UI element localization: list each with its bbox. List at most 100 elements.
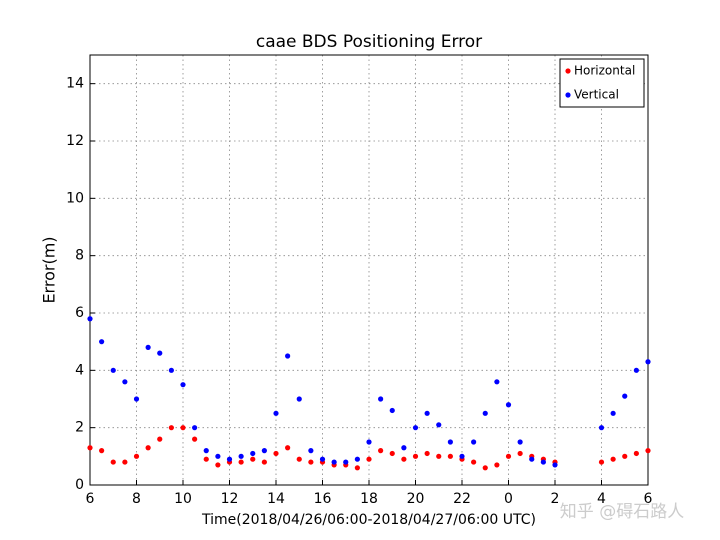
point — [331, 459, 337, 465]
point — [645, 359, 651, 365]
point — [505, 402, 512, 408]
point — [482, 465, 488, 471]
point — [285, 445, 291, 451]
x-tick-label: 20 — [407, 491, 425, 507]
x-tick-label: 16 — [314, 491, 332, 507]
legend-marker — [565, 68, 571, 74]
point — [401, 445, 407, 451]
x-tick-label: 8 — [132, 491, 141, 507]
point — [598, 459, 605, 465]
x-tick-label: 22 — [453, 491, 471, 507]
point — [168, 425, 174, 431]
x-tick-label: 2 — [551, 491, 560, 507]
point — [308, 459, 314, 465]
x-tick-label: 18 — [360, 491, 378, 507]
point — [378, 448, 384, 454]
point — [192, 436, 198, 442]
point — [319, 456, 326, 462]
y-tick-label: 4 — [75, 362, 84, 378]
point — [366, 456, 372, 462]
point — [261, 459, 267, 465]
point — [610, 410, 616, 416]
y-tick-label: 0 — [75, 477, 84, 493]
point — [110, 459, 116, 465]
point — [412, 425, 419, 431]
point — [622, 393, 628, 399]
point — [459, 453, 465, 459]
point — [215, 453, 221, 459]
point — [238, 459, 244, 465]
point — [145, 344, 151, 350]
point — [296, 396, 302, 402]
point — [622, 453, 628, 459]
x-tick-label: 12 — [221, 491, 239, 507]
point — [157, 350, 163, 356]
x-tick-label: 14 — [267, 491, 285, 507]
point — [471, 459, 477, 465]
y-tick-label: 8 — [75, 248, 84, 264]
point — [366, 439, 372, 445]
point — [529, 456, 535, 462]
point — [378, 396, 384, 402]
point — [389, 450, 395, 457]
point — [226, 456, 233, 462]
chart-title: caae BDS Positioning Error — [256, 32, 482, 52]
point — [110, 367, 116, 373]
point — [285, 353, 291, 359]
point — [203, 456, 209, 462]
point — [238, 453, 244, 459]
point — [482, 410, 488, 416]
point — [447, 439, 453, 445]
point — [447, 453, 453, 459]
point — [436, 422, 442, 428]
point — [180, 425, 186, 431]
point — [250, 456, 256, 462]
point — [424, 410, 430, 416]
x-axis-label: Time(2018/04/26/06:00-2018/04/27/06:00 U… — [201, 512, 536, 528]
watermark: 知乎 @碍石路人 — [560, 502, 684, 522]
point — [645, 448, 651, 454]
point — [517, 450, 523, 457]
point — [168, 367, 174, 373]
y-tick-label: 10 — [66, 190, 84, 206]
legend-label: Vertical — [574, 88, 619, 102]
y-axis-label: Error(m) — [40, 236, 59, 303]
point — [273, 450, 279, 457]
point — [203, 448, 209, 454]
y-tick-label: 14 — [66, 76, 84, 92]
point — [122, 459, 128, 465]
point — [424, 450, 430, 457]
point — [494, 462, 500, 468]
point — [99, 339, 105, 345]
legend-label: Horizontal — [574, 64, 635, 78]
x-tick-label: 10 — [174, 491, 192, 507]
point — [99, 448, 105, 454]
point — [87, 316, 93, 322]
y-tick-label: 2 — [75, 420, 84, 436]
y-tick-label: 6 — [75, 305, 84, 321]
point — [401, 456, 407, 462]
point — [494, 379, 500, 385]
point — [436, 453, 442, 459]
point — [633, 367, 639, 373]
point — [505, 453, 512, 459]
point — [87, 445, 93, 451]
point — [296, 456, 302, 462]
x-tick-label: 4 — [597, 491, 606, 507]
point — [517, 439, 523, 445]
point — [308, 448, 314, 454]
point — [354, 456, 360, 462]
point — [180, 382, 186, 388]
point — [540, 459, 546, 465]
x-tick-label: 6 — [644, 491, 653, 507]
x-tick-label: 0 — [504, 491, 513, 507]
point — [354, 465, 360, 471]
plot-frame — [89, 54, 649, 486]
legend-marker — [565, 92, 571, 98]
point — [250, 450, 256, 457]
point — [389, 407, 395, 414]
point — [633, 450, 639, 457]
point — [261, 448, 267, 454]
point — [412, 453, 419, 459]
